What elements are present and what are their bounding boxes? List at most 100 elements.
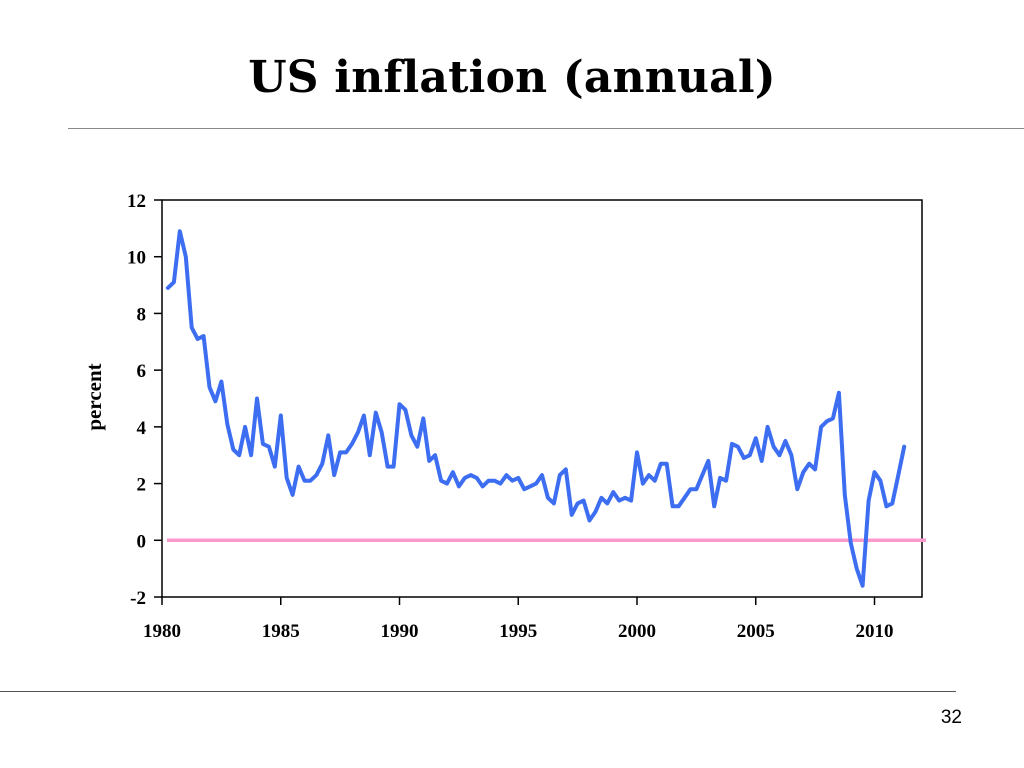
y-tick-label: 6 [137,361,147,382]
data-point [350,442,354,446]
data-point [380,431,384,435]
data-point [772,445,776,449]
data-point [873,470,876,474]
data-point [760,459,764,463]
data-point [700,473,704,477]
y-axis-title: percent [82,363,106,430]
data-point [819,425,823,429]
data-point [855,567,859,571]
data-point [540,473,544,477]
data-point [647,473,651,477]
data-point [504,473,508,477]
data-point [285,476,289,480]
data-point [831,416,835,420]
data-point [546,496,550,500]
y-tick-label: -2 [130,588,146,609]
plot-area-frame [161,199,923,598]
data-point [184,255,188,259]
data-point [427,459,431,463]
data-point [267,445,271,449]
data-point [326,433,330,437]
slide-title: US inflation (annual) [248,52,776,103]
inflation-line-chart: -2 0 2 4 6 8 10 12 1980 1985 1990 1995 2000 2005 2010… [82,191,926,642]
data-point [890,501,894,505]
data-point [843,493,847,497]
y-tick-label: 2 [137,475,147,496]
data-point [534,482,538,486]
page-number: 32 [940,707,962,728]
data-point [878,479,882,483]
data-point [457,484,461,488]
data-point [748,453,752,457]
data-point [190,326,194,330]
x-tick-label: 1985 [262,621,300,642]
data-point [297,465,301,469]
data-point [213,399,217,403]
data-point [813,467,817,471]
data-point [196,337,200,341]
data-point [564,467,568,471]
data-point [570,513,574,517]
data-point [314,473,318,477]
y-tick-label: 8 [137,304,147,325]
data-point [469,473,473,477]
data-point [795,487,799,491]
footer-divider [0,691,956,692]
data-point [255,397,259,400]
data-point [861,584,865,588]
data-point [421,416,425,420]
data-point [712,504,716,508]
data-point [896,473,900,477]
y-axis: -2 0 2 4 6 8 10 12 [127,191,162,609]
data-point [237,453,241,457]
data-point [475,476,479,480]
data-point [588,518,591,522]
data-point [172,280,176,284]
data-point [166,286,170,290]
data-point [303,479,306,483]
data-point [718,476,722,480]
data-point [463,476,467,480]
data-point [279,414,283,418]
data-point [635,450,639,454]
data-point [386,465,390,469]
x-tick-label: 2010 [856,621,894,642]
x-tick-label: 2005 [737,621,775,642]
x-tick-label: 2000 [618,621,656,642]
data-point [867,499,871,503]
data-point [677,504,681,508]
data-point [671,504,675,508]
data-point [724,479,728,483]
data-point [659,462,663,466]
data-point [576,501,580,505]
data-point [493,479,496,483]
data-point [510,479,514,483]
data-point [225,422,229,426]
y-tick-label: 12 [127,191,146,212]
data-point [451,470,455,474]
data-point [641,482,645,486]
data-point [789,453,793,457]
data-point [243,425,247,429]
data-point [415,445,419,449]
data-point [178,229,182,233]
data-point [231,448,235,452]
data-point [332,473,336,477]
x-tick-label: 1990 [381,621,419,642]
data-point [249,453,253,457]
data-point [593,510,597,514]
data-point [825,419,829,423]
data-point [439,479,443,483]
x-axis: 1980 1985 1990 1995 2000 2005 2010 [143,597,894,642]
data-point [273,465,277,469]
data-point [261,442,265,446]
data-point [706,459,710,463]
data-point [291,493,295,497]
data-point [766,425,770,429]
data-point [837,391,841,395]
data-point [902,445,906,449]
data-point [884,504,888,508]
data-point [605,501,609,505]
data-point [368,453,372,457]
data-point [338,450,342,454]
